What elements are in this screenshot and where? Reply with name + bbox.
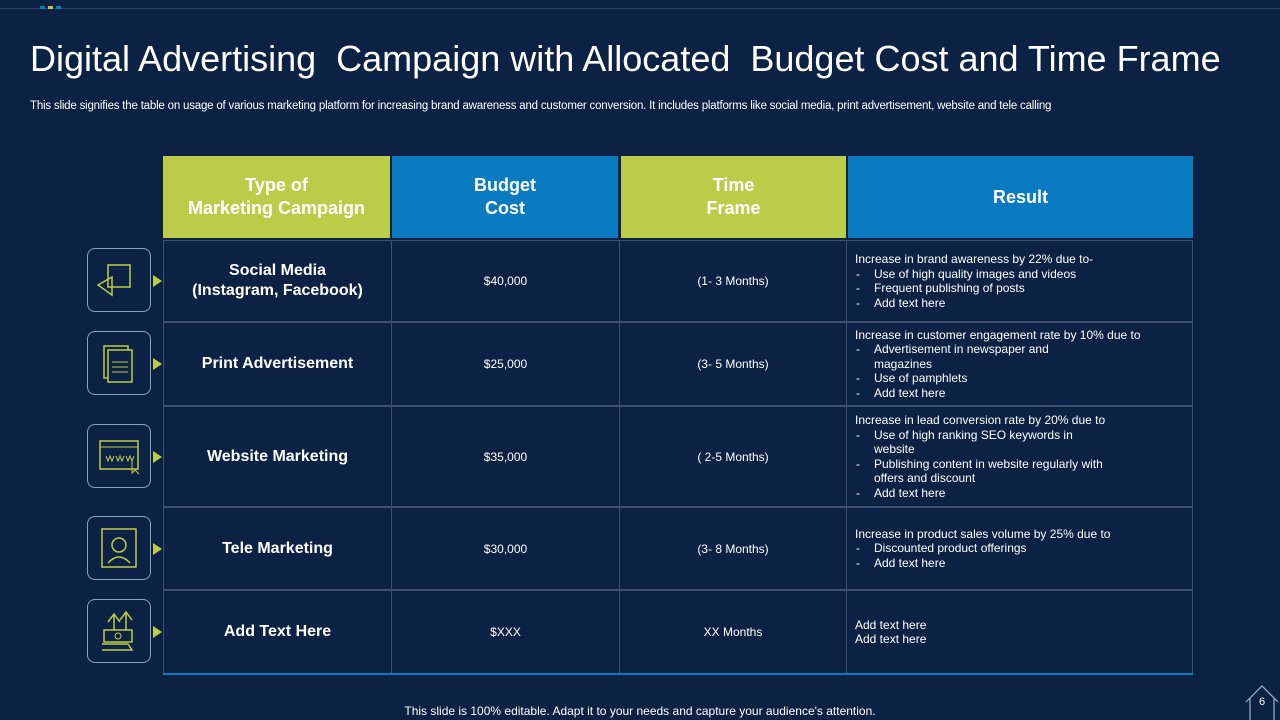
time-text: (3- 8 Months) [697,541,769,556]
row-icon [87,248,151,312]
result-item: Use of high quality images and videos [855,267,1104,282]
time-text: (3- 5 Months) [697,357,769,371]
row-icon [87,331,151,395]
arrow [153,542,162,555]
campaign-cell: Print Advertisement [163,322,392,406]
campaign-cell: Website Marketing [163,406,392,507]
result-intro: Increase in customer engagement rate by … [855,327,1141,342]
budget-cell: $35,000 [391,406,620,507]
campaign-text: Add Text Here [223,623,332,640]
result-cell: Increase in product sales volume by 25% … [846,507,1193,590]
result-intro: Increase in product sales volume by 25% … [855,526,1111,541]
time-cell: XX Months [619,590,847,674]
header-cell: Time Frame [621,156,846,238]
result-cell: Increase in lead conversion rate by 20% … [846,406,1193,507]
arrow [153,275,162,287]
result-cell: Increase in brand awareness by 22% due t… [846,240,1193,322]
header-text: Frame [706,198,761,218]
result-item: Add text here [855,486,1104,501]
icon [102,610,134,651]
arrow [153,450,162,463]
header-cell: Budget Cost [392,156,618,238]
budget-cell: $30,000 [391,507,620,590]
time-cell: ( 2-5 Months) [619,406,847,507]
budget-text: $XXX [490,625,521,639]
arrow [153,626,162,638]
row-icon [87,423,151,488]
time-text: ( 2-5 Months) [697,449,769,464]
arrow [153,358,162,370]
campaign-cell: Social Media (Instagram, Facebook) [163,240,392,322]
result-cell: Increase in customer engagement rate by … [846,322,1193,406]
result-item: Add text here [855,386,1104,401]
result-item: Publishing content in website regularly … [855,457,1104,486]
campaign-text: Print Advertisement [201,355,354,372]
time-cell: (3- 5 Months) [619,322,847,406]
time-text: XX Months [703,625,763,639]
result-item: Discounted product offerings [855,541,1104,556]
row-icon [87,599,151,663]
icon [103,345,133,383]
result-item: Use of pamphlets [855,371,1104,386]
campaign-text: Website Marketing [206,447,349,465]
page-number: 6 [1258,696,1266,708]
home-icon [1245,685,1279,720]
result-intro: Increase in brand awareness by 22% due t… [855,252,1094,266]
campaign-text: (Instagram, Facebook) [192,282,363,299]
campaign-text: Social Media [229,262,326,279]
budget-cell: $25,000 [391,322,620,406]
time-cell: (3- 8 Months) [619,507,847,590]
header-text: Time [712,175,755,195]
budget-text: $35,000 [483,449,528,464]
title: Digital Advertising Campaign with Alloca… [30,38,1221,79]
header-text: Cost [485,198,525,218]
header-cell: Type of Marketing Campaign [163,156,390,238]
campaign-cell: Tele Marketing [163,507,392,590]
budget-text: $30,000 [483,541,528,556]
campaign-text: Tele Marketing [222,539,333,557]
campaign-cell: Add Text Here [163,590,392,674]
header-text: Type of [245,175,308,195]
dots [40,6,61,9]
icon [101,527,137,568]
budget-text: $25,000 [483,357,528,371]
budget-cell: $40,000 [391,240,620,322]
result-item: Frequent publishing of posts [855,281,1104,296]
icon [99,439,140,474]
result-line: Add text here [855,617,927,632]
budget-text: $40,000 [483,274,528,288]
result-intro: Increase in lead conversion rate by 20% … [855,413,1106,427]
header-text: Budget [474,175,536,195]
time-text: (1- 3 Months) [697,274,769,288]
result-item: Add text here [855,296,1104,311]
row-icon [87,515,151,580]
icon [96,264,131,297]
result-item: Advertisement in newspaper and magazines [855,342,1104,371]
budget-cell: $XXX [391,590,620,674]
footer: This slide is 100% editable. Adapt it to… [404,704,876,718]
top-rule [0,8,1280,9]
time-cell: (1- 3 Months) [619,240,847,322]
subtitle: This slide signifies the table on usage … [30,100,1052,112]
result-item: Use of high ranking SEO keywords in webs… [855,428,1104,457]
table-bottom-rule [163,673,1193,675]
result-line: Add text here [855,632,927,646]
header-text: Result [992,186,1048,207]
result-item: Add text here [855,556,1104,571]
header-text: Marketing Campaign [187,198,366,218]
result-cell: Add text here Add text here [846,590,1193,674]
header-cell: Result [848,156,1193,238]
